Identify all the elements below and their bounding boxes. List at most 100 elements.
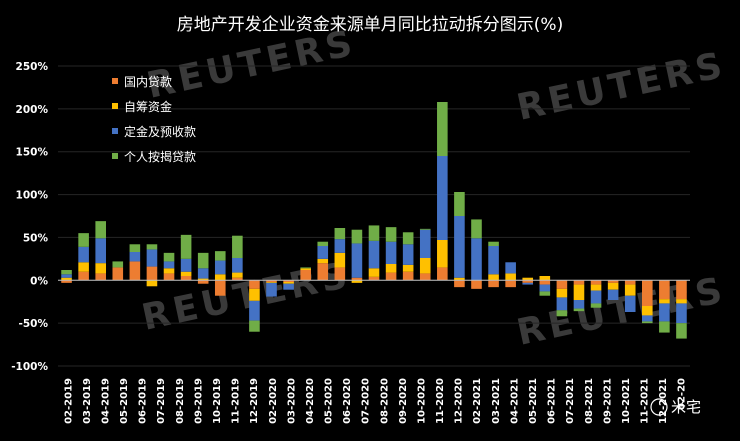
x-tick-label: 04-2019 xyxy=(100,378,111,424)
bar-segment xyxy=(402,232,414,245)
x-tick-label: 05-2020 xyxy=(324,378,335,424)
bar-segment xyxy=(676,303,687,324)
bar-segment xyxy=(95,238,106,264)
x-tick-label: 03-2021 xyxy=(491,378,502,424)
bar-segment xyxy=(180,271,192,276)
bar-segment xyxy=(642,306,653,316)
bar-segment xyxy=(146,266,158,281)
bar-segment xyxy=(266,280,277,282)
bar-segment xyxy=(556,280,568,289)
bar-segment xyxy=(300,268,311,270)
legend-swatch xyxy=(112,128,118,134)
bar-segment xyxy=(180,258,192,272)
x-tick-label: 06-2019 xyxy=(138,378,149,424)
x-tick-label: 03-2019 xyxy=(82,378,93,424)
bar-segment xyxy=(454,216,465,278)
bar-segment xyxy=(197,278,209,281)
bar-segment xyxy=(607,280,619,283)
x-tick-label: 10-2019 xyxy=(212,378,223,424)
x-tick-label: 03-2020 xyxy=(286,378,297,424)
bar-segment xyxy=(78,233,89,247)
bar-segment xyxy=(488,280,499,288)
bar-segment xyxy=(659,303,670,322)
bar-segment xyxy=(214,260,226,275)
bar-segment xyxy=(419,228,431,230)
bar-segment xyxy=(368,276,380,281)
bar-segment xyxy=(590,284,602,291)
bar-segment xyxy=(539,280,551,285)
bar-segment xyxy=(197,252,209,269)
bar-segment xyxy=(539,284,551,292)
bar-segment xyxy=(129,252,141,262)
bar-segment xyxy=(539,276,551,281)
legend-label: 个人按揭贷款 xyxy=(124,149,196,164)
bar-segment xyxy=(659,280,670,300)
bar-segment xyxy=(676,280,687,300)
bar-segment xyxy=(488,246,499,275)
x-tick-label: 04-2020 xyxy=(305,378,316,424)
bar-segment xyxy=(129,244,141,252)
chart-title: 房地产开发企业资金来源单月同比拉动拆分图示(%) xyxy=(177,15,563,35)
x-tick-label: 02-2021 xyxy=(472,378,483,424)
x-tick-label: 09-2019 xyxy=(193,378,204,424)
y-tick-label: 150% xyxy=(16,147,49,159)
x-tick-label: 02-2020 xyxy=(268,378,279,424)
x-tick-label: 07-2021 xyxy=(565,378,576,424)
bar-segment xyxy=(197,268,209,279)
bar-segment xyxy=(61,280,72,283)
bar-segment xyxy=(676,323,687,339)
bar-segment xyxy=(573,284,585,300)
bar-segment xyxy=(317,258,329,264)
bar-segment xyxy=(556,310,568,317)
bar-segment xyxy=(624,284,636,296)
bar-segment xyxy=(659,321,670,333)
svg-text:米宅: 米宅 xyxy=(671,398,701,416)
bar-segment xyxy=(112,261,124,268)
bar-segment xyxy=(368,268,380,277)
axes: -100% -50% 0% 50% 100% 150% 200% 250% 02-2019 03-… xyxy=(11,61,690,424)
x-tick-label: 05-2019 xyxy=(119,378,130,424)
bar-segment xyxy=(180,234,192,259)
bar-segment xyxy=(419,273,431,281)
bar-segment xyxy=(317,241,329,246)
bar-segment xyxy=(454,277,465,281)
bar-segment xyxy=(437,102,448,156)
x-tick-label: 11-2020 xyxy=(435,378,446,424)
bar-segment xyxy=(146,244,158,250)
bar-segment xyxy=(61,274,72,278)
bar-segment xyxy=(232,272,243,278)
bar-segment xyxy=(556,288,568,298)
bar-segment xyxy=(232,235,243,258)
bar-segment xyxy=(454,280,465,288)
bar-segment xyxy=(676,299,687,304)
legend-swatch xyxy=(112,153,118,159)
bar-segment xyxy=(624,280,636,285)
x-tick-label: 11-2021 xyxy=(640,378,651,424)
bar-segment xyxy=(659,299,670,304)
x-tick-label: 11-2019 xyxy=(231,378,242,424)
bar-segment xyxy=(385,227,397,242)
bar-segment xyxy=(454,192,465,216)
bar-segment xyxy=(368,225,380,241)
bar-segment xyxy=(488,241,499,246)
bar-segment xyxy=(385,241,397,264)
legend-label: 定金及预收款 xyxy=(124,124,196,139)
y-tick-label: 100% xyxy=(16,190,49,202)
x-tick-label: 05-2021 xyxy=(528,378,539,424)
bar-segment xyxy=(624,295,636,312)
bar-segment xyxy=(539,291,551,296)
bar-segment xyxy=(351,280,363,283)
bar-segment xyxy=(95,263,106,274)
bar-segment xyxy=(163,268,175,274)
bar-segment xyxy=(590,290,602,304)
bar-segment xyxy=(573,300,585,309)
x-tick-label: 12-2019 xyxy=(249,378,260,424)
bar-segment xyxy=(334,267,346,281)
bar-segment xyxy=(471,219,482,239)
bar-segment xyxy=(505,273,516,281)
legend-label: 自筹资金 xyxy=(124,99,172,114)
bar-segment xyxy=(78,262,89,272)
